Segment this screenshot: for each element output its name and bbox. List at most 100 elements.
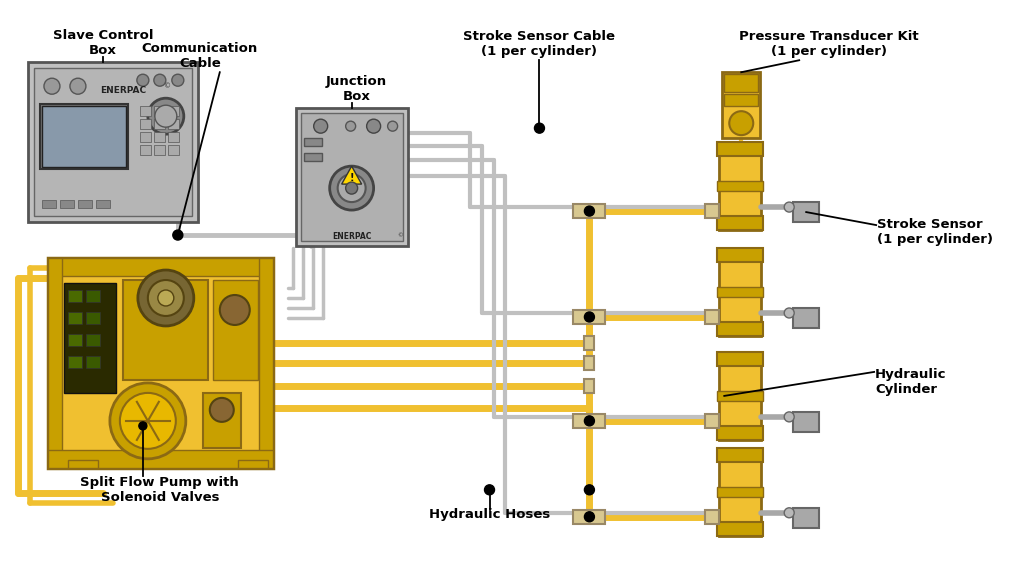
Circle shape bbox=[338, 174, 366, 202]
Bar bbox=[724, 94, 758, 106]
Circle shape bbox=[139, 422, 146, 430]
Circle shape bbox=[147, 280, 184, 316]
Bar bbox=[60, 200, 74, 208]
Bar bbox=[304, 138, 322, 146]
Bar bbox=[719, 448, 761, 536]
Bar bbox=[706, 310, 719, 324]
Bar bbox=[154, 132, 165, 142]
Bar bbox=[48, 258, 272, 468]
Text: !: ! bbox=[349, 173, 354, 183]
Text: Stroke Sensor
(1 per cylinder): Stroke Sensor (1 per cylinder) bbox=[878, 218, 993, 246]
Bar bbox=[259, 258, 272, 468]
Circle shape bbox=[346, 121, 355, 131]
Bar bbox=[86, 356, 100, 368]
Bar bbox=[717, 248, 763, 262]
Polygon shape bbox=[342, 166, 361, 184]
Bar bbox=[86, 290, 100, 302]
Bar bbox=[154, 119, 165, 129]
Bar bbox=[28, 62, 198, 222]
Bar bbox=[48, 258, 272, 276]
Circle shape bbox=[155, 105, 177, 127]
Bar bbox=[168, 145, 179, 155]
Bar bbox=[794, 508, 819, 528]
Circle shape bbox=[535, 123, 545, 133]
Bar bbox=[717, 142, 763, 156]
Circle shape bbox=[346, 182, 357, 194]
Bar bbox=[719, 142, 761, 230]
Bar bbox=[140, 106, 151, 116]
Bar bbox=[717, 426, 763, 440]
Bar bbox=[203, 393, 241, 448]
Bar bbox=[168, 106, 179, 116]
Text: Hydraulic
Cylinder: Hydraulic Cylinder bbox=[876, 368, 946, 396]
Circle shape bbox=[784, 202, 795, 212]
Bar bbox=[48, 450, 272, 468]
Bar bbox=[78, 200, 92, 208]
Bar bbox=[296, 108, 408, 246]
Circle shape bbox=[784, 308, 795, 318]
Text: Slave Control
Box: Slave Control Box bbox=[52, 29, 154, 57]
Bar bbox=[573, 510, 605, 524]
Text: Junction
Box: Junction Box bbox=[326, 75, 387, 103]
Bar bbox=[717, 522, 763, 536]
Bar bbox=[40, 104, 128, 169]
Text: Pressure Transducer Kit
(1 per cylinder): Pressure Transducer Kit (1 per cylinder) bbox=[739, 30, 919, 58]
Circle shape bbox=[484, 485, 495, 495]
Bar bbox=[585, 379, 594, 393]
Text: Split Flow Pump with
Solenoid Valves: Split Flow Pump with Solenoid Valves bbox=[81, 476, 240, 504]
Circle shape bbox=[210, 398, 233, 422]
Circle shape bbox=[784, 508, 795, 518]
Circle shape bbox=[220, 295, 250, 325]
Circle shape bbox=[172, 74, 184, 86]
Circle shape bbox=[330, 166, 374, 210]
Bar bbox=[717, 448, 763, 462]
Bar bbox=[794, 308, 819, 328]
Bar bbox=[96, 200, 110, 208]
Bar bbox=[717, 287, 763, 297]
Text: ENERPAC: ENERPAC bbox=[332, 232, 372, 240]
Circle shape bbox=[585, 312, 594, 322]
Bar bbox=[706, 510, 719, 524]
Bar bbox=[123, 280, 208, 380]
Bar bbox=[48, 258, 61, 468]
Bar bbox=[724, 74, 758, 92]
Bar bbox=[794, 412, 819, 432]
Bar bbox=[140, 119, 151, 129]
Bar bbox=[706, 414, 719, 428]
Circle shape bbox=[154, 74, 166, 86]
Bar bbox=[140, 132, 151, 142]
Bar bbox=[717, 391, 763, 401]
Text: Hydraulic Hoses: Hydraulic Hoses bbox=[429, 508, 550, 521]
Circle shape bbox=[173, 230, 183, 240]
Bar bbox=[213, 280, 258, 380]
Circle shape bbox=[44, 78, 60, 94]
Circle shape bbox=[585, 485, 594, 495]
Bar bbox=[585, 336, 594, 350]
Circle shape bbox=[585, 206, 594, 216]
Bar bbox=[86, 312, 100, 324]
Text: ENERPAC: ENERPAC bbox=[99, 86, 146, 95]
Bar bbox=[573, 204, 605, 218]
Bar bbox=[238, 460, 267, 468]
Bar bbox=[154, 145, 165, 155]
Bar bbox=[301, 113, 402, 241]
Bar bbox=[717, 487, 763, 497]
Circle shape bbox=[158, 290, 174, 306]
Circle shape bbox=[729, 111, 754, 135]
Bar bbox=[168, 132, 179, 142]
Circle shape bbox=[70, 78, 86, 94]
Text: ©: © bbox=[397, 233, 402, 239]
Bar bbox=[68, 460, 98, 468]
Bar bbox=[717, 216, 763, 230]
Text: ©: © bbox=[164, 83, 171, 89]
Bar bbox=[717, 322, 763, 336]
Bar bbox=[68, 356, 82, 368]
Bar bbox=[719, 248, 761, 336]
Bar bbox=[140, 145, 151, 155]
Bar bbox=[585, 356, 594, 370]
Bar bbox=[68, 290, 82, 302]
Bar bbox=[304, 153, 322, 161]
Bar bbox=[68, 334, 82, 346]
Bar bbox=[722, 72, 760, 138]
Bar bbox=[719, 352, 761, 440]
